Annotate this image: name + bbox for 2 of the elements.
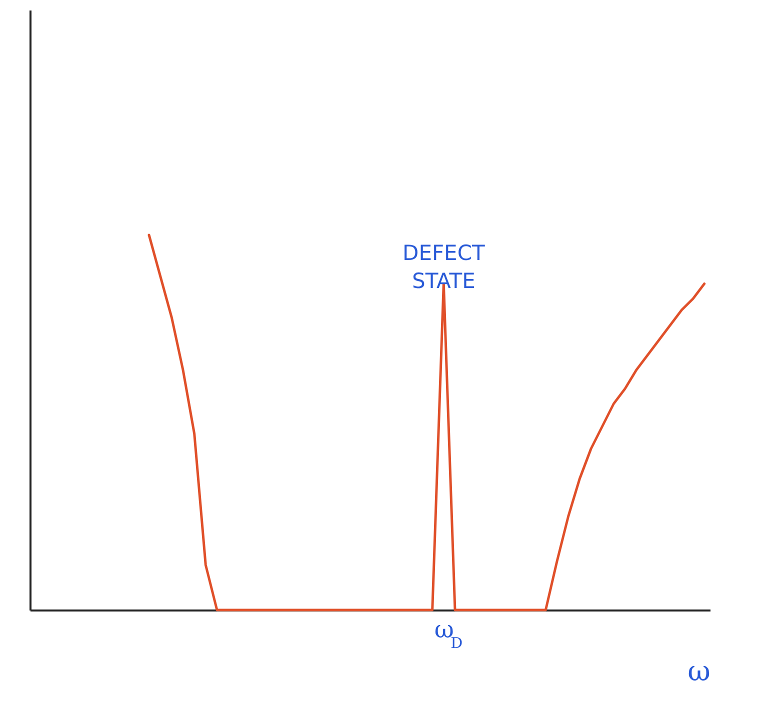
annotation: DEFECT STATE bbox=[402, 240, 485, 293]
x-axis-title: ω bbox=[688, 654, 710, 688]
